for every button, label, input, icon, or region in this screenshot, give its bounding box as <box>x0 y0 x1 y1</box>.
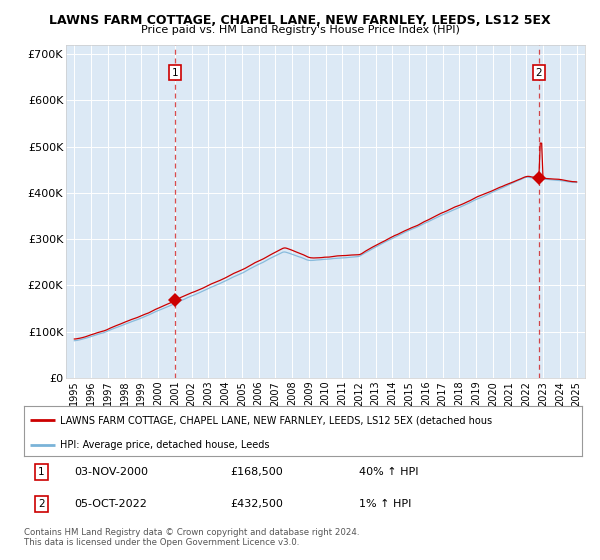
Text: 40% ↑ HPI: 40% ↑ HPI <box>359 467 418 477</box>
Text: Price paid vs. HM Land Registry's House Price Index (HPI): Price paid vs. HM Land Registry's House … <box>140 25 460 35</box>
Text: 1% ↑ HPI: 1% ↑ HPI <box>359 500 411 509</box>
Text: LAWNS FARM COTTAGE, CHAPEL LANE, NEW FARNLEY, LEEDS, LS12 5EX (detached hous: LAWNS FARM COTTAGE, CHAPEL LANE, NEW FAR… <box>60 415 493 425</box>
Text: LAWNS FARM COTTAGE, CHAPEL LANE, NEW FARNLEY, LEEDS, LS12 5EX: LAWNS FARM COTTAGE, CHAPEL LANE, NEW FAR… <box>49 14 551 27</box>
Text: 2: 2 <box>536 68 542 78</box>
Text: £432,500: £432,500 <box>230 500 283 509</box>
Text: HPI: Average price, detached house, Leeds: HPI: Average price, detached house, Leed… <box>60 440 270 450</box>
Text: 03-NOV-2000: 03-NOV-2000 <box>74 467 148 477</box>
Text: 1: 1 <box>172 68 178 78</box>
Text: Contains HM Land Registry data © Crown copyright and database right 2024.
This d: Contains HM Land Registry data © Crown c… <box>24 528 359 547</box>
Text: £168,500: £168,500 <box>230 467 283 477</box>
Text: 05-OCT-2022: 05-OCT-2022 <box>74 500 147 509</box>
Text: 1: 1 <box>38 467 44 477</box>
Text: 2: 2 <box>38 500 44 509</box>
